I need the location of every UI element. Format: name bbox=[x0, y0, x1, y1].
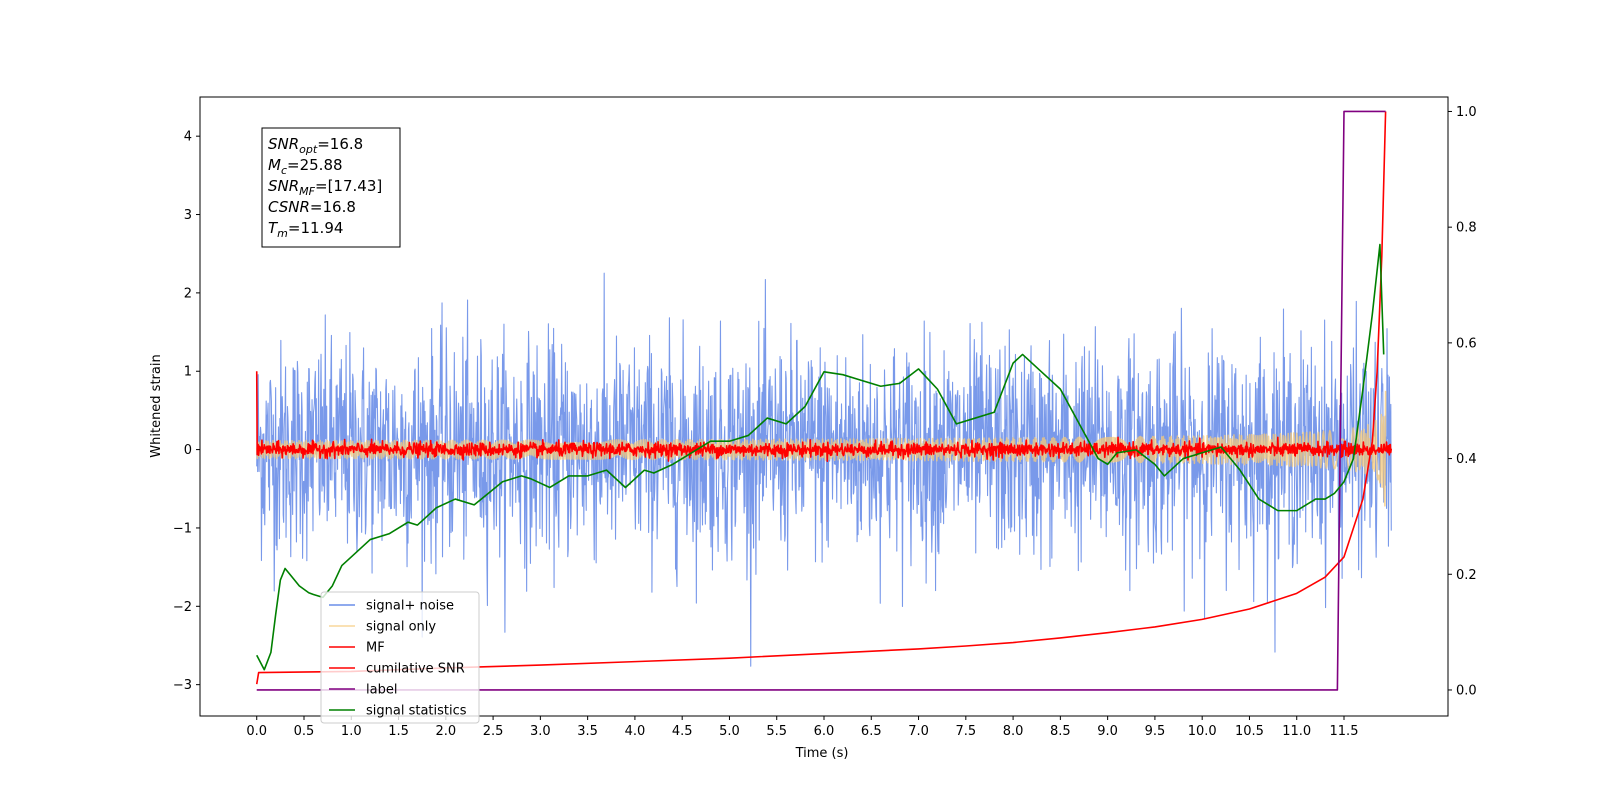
y-tick-label: −3 bbox=[173, 678, 192, 693]
legend-entry: cumilative SNR bbox=[329, 662, 465, 677]
x-tick-label: 8.0 bbox=[1003, 724, 1024, 739]
x-tick-label: 4.5 bbox=[672, 724, 693, 739]
series-mf bbox=[255, 371, 1393, 463]
x-tick-label: 0.0 bbox=[246, 724, 267, 739]
x-tick-label: 3.0 bbox=[530, 724, 551, 739]
annotation-box: SNRopt=16.8Mc=25.88SNRMF=[17.43]CSNR=16.… bbox=[261, 127, 401, 248]
x-axis-label: Time (s) bbox=[795, 746, 849, 761]
annotation-line: SNRMF=[17.43] bbox=[268, 177, 382, 198]
y2-tick-label: 0.6 bbox=[1456, 336, 1477, 351]
x-tick-label: 7.0 bbox=[908, 724, 929, 739]
x-tick-label: 10.0 bbox=[1188, 724, 1217, 739]
legend-label: signal+ noise bbox=[366, 599, 454, 614]
legend-label: cumilative SNR bbox=[366, 662, 465, 677]
y-axis-label: Whitened strain bbox=[149, 354, 164, 457]
x-tick-label: 0.5 bbox=[294, 724, 315, 739]
x-tick-label: 10.5 bbox=[1235, 724, 1264, 739]
x-tick-label: 5.0 bbox=[719, 724, 740, 739]
legend-entry: MF bbox=[329, 641, 385, 656]
x-tick-label: 4.0 bbox=[625, 724, 646, 739]
x-tick-label: 2.0 bbox=[435, 724, 456, 739]
y-tick-label: 3 bbox=[184, 208, 192, 223]
annotation-line: SNRopt=16.8 bbox=[268, 135, 363, 156]
y2-tick-label: 0.8 bbox=[1456, 221, 1477, 236]
x-tick-label: 1.0 bbox=[341, 724, 362, 739]
legend-entry: signal statistics bbox=[329, 704, 467, 719]
x-tick-label: 11.5 bbox=[1330, 724, 1359, 739]
y-tick-label: 2 bbox=[184, 286, 192, 301]
legend: signal+ noise signal only MF cumilative SNR… bbox=[320, 591, 480, 724]
legend-entry: signal+ noise bbox=[329, 599, 454, 614]
legend-frame bbox=[320, 591, 480, 724]
annotation-line: Mc=25.88 bbox=[268, 156, 343, 177]
x-tick-label: 9.5 bbox=[1145, 724, 1166, 739]
x-tick-label: 1.5 bbox=[388, 724, 409, 739]
x-tick-label: 11.0 bbox=[1282, 724, 1311, 739]
plot-area bbox=[255, 110, 1393, 691]
y2-tick-label: 0.4 bbox=[1456, 452, 1477, 467]
series-label bbox=[256, 110, 1386, 691]
x-tick-label: 9.0 bbox=[1097, 724, 1118, 739]
x-tick-label: 6.0 bbox=[814, 724, 835, 739]
y2-tick-label: 0.0 bbox=[1456, 683, 1477, 698]
legend-label: label bbox=[366, 683, 397, 698]
legend-entry: signal only bbox=[329, 620, 436, 635]
x-tick-label: 3.5 bbox=[577, 724, 598, 739]
x-tick-label: 7.5 bbox=[955, 724, 976, 739]
x-tick-label: 2.5 bbox=[483, 724, 504, 739]
x-tick-label: 5.5 bbox=[766, 724, 787, 739]
y-tick-label: −2 bbox=[173, 600, 192, 615]
annotation-frame bbox=[261, 127, 401, 248]
y-tick-label: −1 bbox=[173, 521, 192, 536]
y-tick-label: 4 bbox=[184, 130, 192, 145]
legend-label: signal statistics bbox=[366, 704, 467, 719]
y-tick-label: 1 bbox=[184, 365, 192, 380]
y2-tick-label: 1.0 bbox=[1456, 105, 1477, 120]
y2-tick-label: 0.2 bbox=[1456, 568, 1477, 583]
series-signal-statistics bbox=[256, 243, 1385, 671]
y-axis-right: 0.0 0.2 0.4 0.6 0.8 1.0 bbox=[1448, 105, 1477, 698]
series-cumilative-snr bbox=[255, 111, 1387, 685]
annotation-line: Tm=11.94 bbox=[268, 219, 343, 240]
x-tick-label: 8.5 bbox=[1050, 724, 1071, 739]
annotation-line: CSNR=16.8 bbox=[268, 198, 356, 216]
legend-label: MF bbox=[366, 641, 385, 656]
x-tick-label: 6.5 bbox=[861, 724, 882, 739]
legend-entry: label bbox=[329, 683, 397, 698]
y-tick-label: 0 bbox=[184, 443, 192, 458]
legend-label: signal only bbox=[366, 620, 436, 635]
x-axis: 0.0 0.5 1.0 1.5 2.0 2.5 3.0 3.5 4.0 4.5 5.0 5.5 6.0 6… bbox=[246, 716, 1358, 739]
y-axis-left: −3 −2 −1 0 1 2 3 4 bbox=[173, 130, 200, 693]
